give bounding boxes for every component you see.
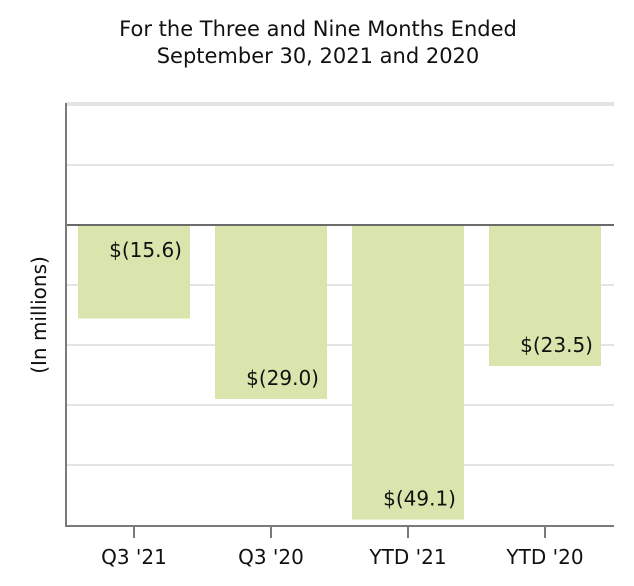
x-tick-label-2: YTD '21 <box>368 545 446 569</box>
chart-title-line-2: September 30, 2021 and 2020 <box>157 44 480 68</box>
bar-3 <box>489 225 601 366</box>
data-labels: $(15.6) $(29.0) $(49.1) $(23.5) <box>109 238 593 511</box>
chart-title: For the Three and Nine Months Ended Sept… <box>119 17 517 68</box>
x-tick-label-0: Q3 '21 <box>101 545 167 569</box>
data-label-3: $(23.5) <box>520 333 593 357</box>
x-tick-label-3: YTD '20 <box>505 545 583 569</box>
data-label-2: $(49.1) <box>383 487 456 511</box>
y-axis-label: (In millions) <box>27 256 51 374</box>
bar-0 <box>78 225 190 319</box>
data-label-1: $(29.0) <box>246 366 319 390</box>
axes <box>65 103 614 527</box>
bar-1 <box>215 225 327 399</box>
bars <box>66 224 614 520</box>
bar-2 <box>352 225 464 520</box>
x-tick-label-1: Q3 '20 <box>238 545 304 569</box>
chart-title-line-1: For the Three and Nine Months Ended <box>119 17 517 41</box>
data-label-0: $(15.6) <box>109 238 182 262</box>
x-ticks: Q3 '21 Q3 '20 YTD '21 YTD '20 <box>101 526 584 569</box>
